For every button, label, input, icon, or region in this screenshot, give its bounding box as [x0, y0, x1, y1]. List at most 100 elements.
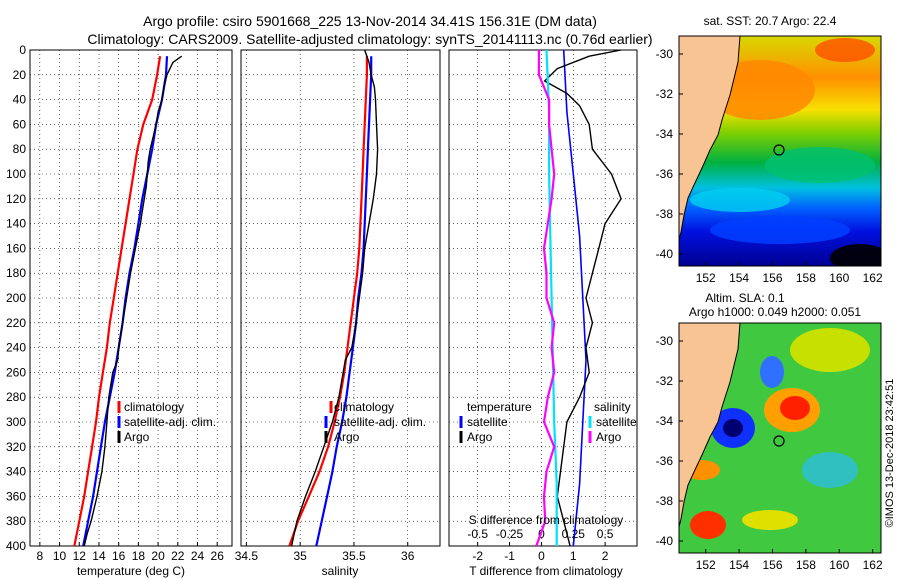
salinity-climatology-line — [288, 56, 368, 546]
lon-tick-label: 158 — [796, 558, 816, 572]
x-tick-label: 12 — [73, 549, 87, 563]
temperature-difference-legend: temperature satellite Argo — [459, 400, 532, 444]
sla-map-ticks: 152 154 156 158 160 162 -30 -32 -34 -36 -38 -40 — [656, 334, 883, 572]
depth-tick-label: 340 — [6, 465, 26, 479]
temperature-gridlines — [30, 49, 232, 547]
depth-tick-label: 240 — [6, 341, 26, 355]
sst-coastline — [679, 36, 741, 241]
s-difference-axis-label: S difference from climatology — [469, 513, 624, 527]
x-tick-label: 26 — [211, 549, 225, 563]
sst-map: sat. SST: 20.7 Argo: 22.4 152 154 156 158 16… — [656, 14, 883, 285]
legend-s-argo-label: Argo — [596, 430, 622, 444]
legend-satellite-label: satellite-adj. clim. — [124, 415, 216, 429]
legend-argo-label: Argo — [124, 430, 150, 444]
depth-tick-label: 180 — [6, 266, 26, 280]
depth-tick-label: 0 — [19, 43, 26, 57]
depth-tick-label: 320 — [6, 440, 26, 454]
lon-tick-label: 160 — [829, 271, 849, 285]
sla-cyan-patch — [802, 452, 858, 488]
legend-satellite-label: satellite-adj. clim. — [334, 415, 426, 429]
salinity-axes-frame — [240, 49, 441, 547]
x-tick-label: 36 — [401, 549, 415, 563]
depth-tick-label: 80 — [13, 142, 27, 156]
depth-tick-label: 260 — [6, 365, 26, 379]
depth-tick-label: 160 — [6, 241, 26, 255]
sst-map-frame — [678, 35, 882, 267]
x-tick-label: 34.5 — [235, 549, 259, 563]
x-tick-label: -2 — [472, 549, 483, 563]
sst-map-ticks: 152 154 156 158 160 162 -30 -32 -34 -36 -38 -40 — [656, 47, 883, 285]
sla-map-title-line2: Argo h1000: 0.049 h2000: 0.051 — [689, 305, 861, 319]
sla-blue-eddy-west-core — [723, 419, 743, 437]
lat-tick-label: -32 — [656, 87, 674, 101]
salinity-series — [288, 50, 379, 546]
lat-tick-label: -32 — [656, 374, 674, 388]
sst-argo-position-marker — [773, 144, 785, 156]
difference-gridlines — [449, 49, 637, 547]
t-difference-argo-line — [543, 50, 622, 546]
sla-red-southwest — [690, 511, 726, 539]
x-tick-label: 22 — [171, 549, 185, 563]
lat-tick-label: -30 — [656, 47, 674, 61]
x-tick-label: 8 — [37, 549, 44, 563]
sla-yellow-patch — [790, 328, 870, 372]
lat-tick-label: -40 — [656, 534, 674, 548]
depth-tick-label: 380 — [6, 514, 26, 528]
sla-land — [679, 323, 740, 527]
lat-tick-label: -38 — [656, 207, 674, 221]
x-tick-label: 0 — [538, 549, 545, 563]
lon-tick-label: 156 — [762, 558, 782, 572]
footer-credit: ©IMOS 13-Dec-2018 23:42:51 — [884, 379, 896, 528]
lat-tick-label: -38 — [656, 494, 674, 508]
salinity-satellite-line — [315, 56, 373, 546]
depth-tick-label: 300 — [6, 415, 26, 429]
depth-tick-label: 200 — [6, 291, 26, 305]
sst-green-patch — [765, 147, 875, 183]
temperature-argo-line — [83, 55, 183, 546]
x-tick-label: 1 — [570, 549, 577, 563]
difference-series — [535, 50, 622, 546]
temperature-axis-label: temperature (deg C) — [77, 564, 185, 578]
salinity-argo-line — [290, 50, 379, 546]
sla-map-frame — [678, 322, 882, 554]
depth-tick-label: 400 — [6, 539, 26, 553]
x-tick-label: 24 — [191, 549, 205, 563]
x-tick-label: 0.5 — [597, 527, 614, 541]
salinity-axis-label: salinity — [322, 564, 359, 578]
legend-climatology-label: climatology — [334, 400, 394, 414]
sst-cold-patch — [830, 244, 881, 266]
legend-s-satellite-label: satellite — [596, 415, 637, 429]
lat-tick-label: -36 — [656, 454, 674, 468]
lat-tick-label: -40 — [656, 247, 674, 261]
temperature-climatology-line — [73, 56, 162, 546]
sla-map: Altim. SLA: 0.1 Argo h1000: 0.049 h2000:… — [656, 291, 883, 572]
depth-axis-ticks: 0 20 40 60 80 100 120 140 160 180 200 220 240 260 280 3… — [6, 43, 26, 553]
sla-warm-eddy-core — [780, 396, 810, 420]
lon-tick-label: 156 — [762, 271, 782, 285]
lon-tick-label: 152 — [696, 558, 716, 572]
temperature-panel: 0 20 40 60 80 100 120 140 160 180 200 220 240 260 280 3… — [6, 43, 233, 578]
x-tick-label: 2 — [602, 549, 609, 563]
lon-tick-label: 160 — [829, 558, 849, 572]
sla-argo-position-marker — [773, 435, 785, 447]
depth-tick-label: 40 — [13, 93, 27, 107]
t-difference-satellite-line — [562, 50, 587, 546]
x-tick-label: 10 — [53, 549, 67, 563]
legend-t-argo-label: Argo — [467, 430, 493, 444]
sla-map-field — [679, 323, 870, 539]
difference-panel: -2 -1 0 1 2 -0.5 -0.25 0 0.25 0.5 temperature sa… — [448, 49, 638, 578]
figure-title-line2: Climatology: CARS2009. Satellite-adjuste… — [87, 31, 652, 47]
salinity-legend: climatology satellite-adj. clim. Argo — [324, 400, 426, 444]
lon-tick-label: 152 — [696, 271, 716, 285]
x-tick-label: 20 — [151, 549, 165, 563]
sla-yellow-south — [742, 510, 798, 530]
legend-salinity-title: salinity — [594, 400, 631, 414]
s-difference-argo-line — [535, 50, 556, 546]
x-tick-label: 35 — [293, 549, 307, 563]
depth-tick-label: 360 — [6, 489, 26, 503]
legend-temperature-title: temperature — [467, 400, 532, 414]
x-tick-label: -0.5 — [467, 527, 488, 541]
depth-tick-label: 140 — [6, 217, 26, 231]
x-tick-label: -1 — [504, 549, 515, 563]
